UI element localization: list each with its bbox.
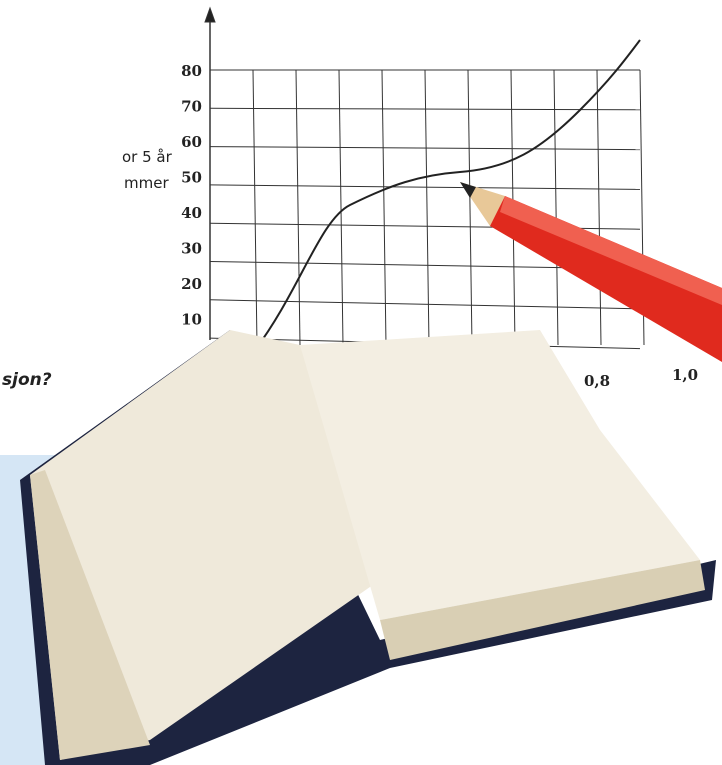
curve (254, 39, 641, 351)
grid-line (338, 69, 344, 346)
book-left-edges (30, 470, 150, 760)
grid-line (553, 69, 559, 346)
grid-line (596, 69, 602, 346)
text-line: or 5 år (122, 148, 172, 166)
y-label: 30 (181, 240, 202, 258)
x-label: 1,0 (672, 366, 698, 384)
grid-line (252, 69, 258, 346)
grid-line (209, 146, 641, 151)
grid-line (209, 107, 641, 111)
grid-line (209, 299, 641, 310)
pencil-lead (460, 182, 476, 198)
graph-grid (204, 6, 645, 350)
book-right-page (300, 330, 700, 620)
book-left-page (30, 330, 380, 760)
grid-line (467, 69, 473, 346)
text-line: mmer (124, 174, 169, 192)
pencil-body (490, 196, 722, 362)
grid-line (424, 69, 430, 346)
grid-line (209, 184, 641, 190)
y-label: 40 (181, 204, 202, 222)
y-label: 60 (181, 133, 202, 151)
grid-line (295, 69, 301, 346)
y-label: 80 (181, 62, 202, 80)
y-label: 10 (181, 311, 202, 329)
pencil-highlight (500, 196, 722, 305)
y-label: 20 (181, 275, 202, 293)
y-label: 70 (181, 98, 202, 116)
book-page-edges (380, 560, 705, 660)
y-label: 50 (181, 169, 202, 187)
grid-line (381, 69, 387, 346)
x-label: 0,8 (584, 372, 610, 390)
question-text: sjon? (2, 370, 52, 390)
axis-arrow (204, 6, 216, 23)
